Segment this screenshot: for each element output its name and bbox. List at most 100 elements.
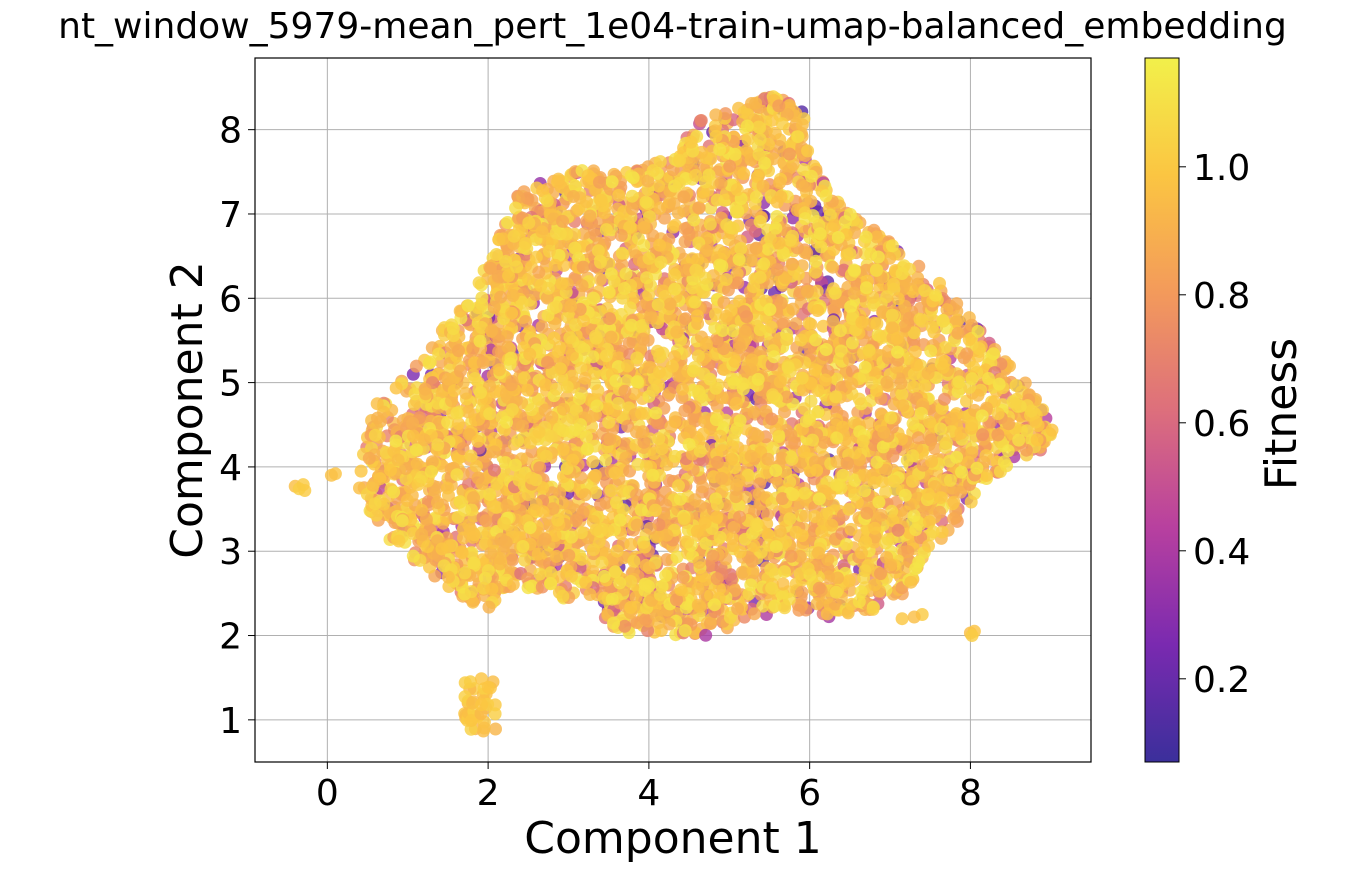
scatter-point [843,574,856,587]
scatter-point [678,512,691,525]
scatter-point [750,191,763,204]
scatter-point [840,538,853,551]
scatter-point [1046,424,1059,437]
scatter-point [649,407,662,420]
scatter-point [700,338,713,351]
scatter-point [567,190,580,203]
scatter-point [588,224,601,237]
scatter-point [834,324,847,337]
scatter-point [623,337,636,350]
scatter-point [967,361,980,374]
scatter-point [609,467,622,480]
scatter-point [557,443,570,456]
scatter-point [432,348,445,361]
scatter-point [539,404,552,417]
scatter-point [922,367,935,380]
scatter-point [297,478,310,491]
scatter-point [668,415,681,428]
scatter-point [737,167,750,180]
scatter-point [588,311,601,324]
scatter-point [907,417,920,430]
scatter-point [627,171,640,184]
scatter-point [489,723,502,736]
scatter-point [497,232,510,245]
scatter-point [826,261,839,274]
scatter-point [688,493,701,506]
scatter-point [678,404,691,417]
scatter-point [516,420,529,433]
scatter-point [987,347,1000,360]
scatter-point [512,191,525,204]
scatter-point [991,428,1004,441]
scatter-point [742,133,755,146]
scatter-point [873,496,886,509]
scatter-point [477,356,490,369]
scatter-point [610,496,623,509]
scatter-point [590,400,603,413]
scatter-point [774,375,787,388]
scatter-point [325,469,338,482]
scatter-point [487,499,500,512]
scatter-point [965,496,978,509]
scatter-point [752,373,765,386]
scatter-point [848,287,861,300]
scatter-point [796,529,809,542]
scatter-point [507,578,520,591]
scatter-point [745,354,758,367]
scatter-point [579,488,592,501]
scatter-point [791,130,804,143]
scatter-point [479,514,492,527]
scatter-point [697,428,710,441]
scatter-point [944,474,957,487]
scatter-point [511,434,524,447]
scatter-point [749,97,762,110]
scatter-point [556,590,569,603]
scatter-point [960,347,973,360]
scatter-point [371,397,384,410]
scatter-point [549,259,562,272]
scatter-point [734,414,747,427]
scatter-point [748,607,761,620]
scatter-point [568,242,581,255]
scatter-point [883,252,896,265]
scatter-point [886,450,899,463]
scatter-point [711,194,724,207]
scatter-point [586,455,599,468]
scatter-point [783,148,796,161]
scatter-point [423,357,436,370]
scatter-point [933,277,946,290]
scatter-point [392,535,405,548]
scatter-point [606,593,619,606]
scatter-point [785,428,798,441]
scatter-point [553,341,566,354]
scatter-point [750,242,763,255]
scatter-point [638,541,651,554]
scatter-point [695,114,708,127]
scatter-point [860,507,873,520]
scatter-point [651,345,664,358]
scatter-point [719,553,732,566]
scatter-point [575,553,588,566]
scatter-point [790,317,803,330]
scatter-point [753,488,766,501]
scatter-point [950,451,963,464]
scatter-point [465,585,478,598]
scatter-point [599,454,612,467]
scatter-point [506,403,519,416]
scatter-point [505,307,518,320]
scatter-point [709,308,722,321]
scatter-point [729,490,742,503]
scatter-points [289,90,1059,737]
scatter-point [892,524,905,537]
scatter-point [606,175,619,188]
scatter-point [410,360,423,373]
scatter-point [478,722,491,735]
scatter-point [644,522,657,535]
scatter-point [493,558,506,571]
scatter-point [947,512,960,525]
scatter-point [577,261,590,274]
scatter-point [474,335,487,348]
scatter-point [668,268,681,281]
